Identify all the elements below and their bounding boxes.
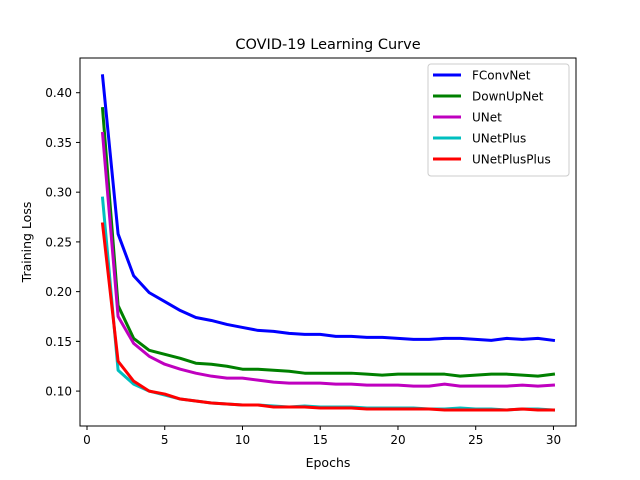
- chart-title: COVID-19 Learning Curve: [235, 37, 420, 53]
- y-tick-label: 0.15: [45, 335, 72, 349]
- y-tick-label: 0.25: [45, 235, 72, 249]
- legend-label-downupnet: DownUpNet: [472, 90, 544, 104]
- legend-label-unet: UNet: [472, 111, 502, 125]
- x-tick-label: 5: [161, 433, 169, 447]
- y-tick-label: 0.40: [45, 86, 72, 100]
- x-axis: 0 5 10 15 20 25 30: [83, 426, 561, 447]
- plot-area: [79, 57, 577, 427]
- legend-label-fconvnet: FConvNet: [472, 69, 531, 83]
- x-tick-label: 0: [83, 433, 91, 447]
- y-tick-label: 0.20: [45, 285, 72, 299]
- y-axis: 0.10 0.15 0.20 0.25 0.30 0.35 0.40: [45, 86, 80, 399]
- y-tick-label: 0.30: [45, 186, 72, 200]
- x-tick-label: 30: [546, 433, 561, 447]
- y-tick-label: 0.10: [45, 385, 72, 399]
- legend-box: [427, 63, 570, 177]
- series-line-unet: [100, 131, 556, 388]
- legend-label-unetplusplus: UNetPlusPlus: [472, 153, 551, 167]
- y-tick-label: 0.35: [45, 136, 72, 150]
- series-line-unetplusplus: [100, 222, 555, 412]
- x-tick-label: 10: [235, 433, 250, 447]
- x-axis-label: Epochs: [306, 455, 351, 470]
- legend: FConvNet DownUpNet UNet UNetPlus UNetPlusPlu…: [427, 63, 570, 177]
- y-axis-label: Training Loss: [19, 202, 34, 284]
- x-tick-label: 20: [390, 433, 405, 447]
- series-line-fconvnet: [100, 74, 556, 343]
- x-tick-label: 15: [313, 433, 328, 447]
- series-line-downupnet: [100, 107, 556, 378]
- legend-label-unetplus: UNetPlus: [472, 132, 526, 146]
- x-tick-label: 25: [468, 433, 483, 447]
